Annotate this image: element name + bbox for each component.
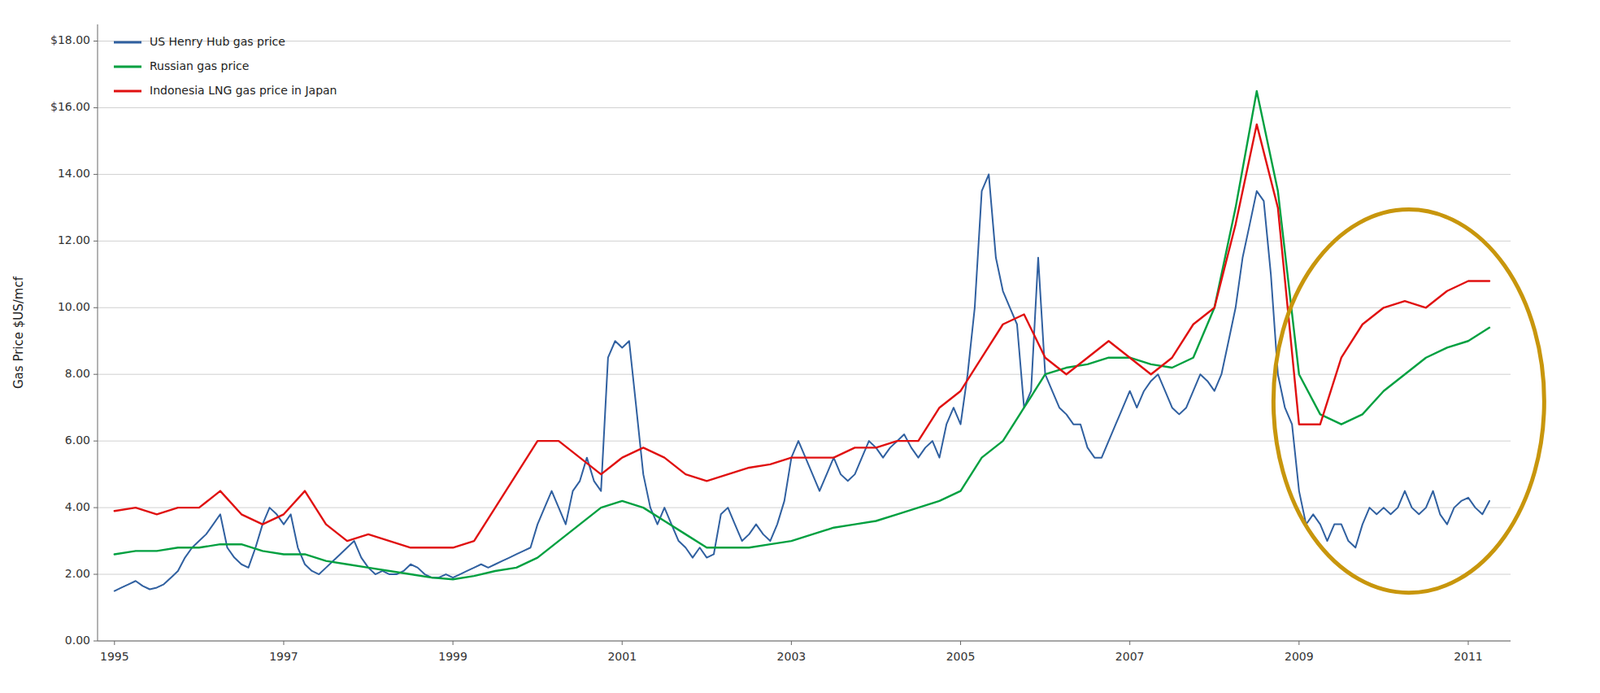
x-tick bbox=[1467, 640, 1469, 645]
x-tick bbox=[1129, 640, 1131, 645]
legend-label: Indonesia LNG gas price in Japan bbox=[149, 83, 338, 97]
chart: 0.00 2.00 4.00 6.00 8.00 10.00 12.00 14.00 $16.0… bbox=[0, 0, 1600, 693]
x-tick-label: 2007 bbox=[1115, 649, 1145, 663]
x-tick-label: 2005 bbox=[946, 649, 976, 663]
legend: US Henry Hub gas price Russian gas price I… bbox=[113, 34, 338, 97]
highlight-ellipse bbox=[1273, 209, 1544, 593]
grid bbox=[97, 40, 1511, 641]
legend-swatch bbox=[113, 41, 142, 44]
x-tick-label: 2003 bbox=[777, 649, 807, 663]
y-tick-label: $18.00 bbox=[50, 33, 91, 47]
y-tick-label: $16.00 bbox=[50, 100, 91, 114]
grid-line bbox=[97, 173, 1511, 175]
background bbox=[0, 0, 1600, 693]
y-tick bbox=[93, 173, 98, 175]
legend-label: US Henry Hub gas price bbox=[149, 34, 286, 48]
y-tick-label: 12.00 bbox=[57, 233, 91, 247]
y-tick bbox=[93, 373, 98, 375]
y-tick-label: 4.00 bbox=[65, 500, 91, 514]
x-tick bbox=[113, 640, 115, 645]
x-tick-label: 1997 bbox=[269, 649, 299, 663]
y-axis-label: Gas Price $US/mcf bbox=[11, 275, 27, 389]
grid-line bbox=[97, 640, 1511, 642]
y-tick-label: 6.00 bbox=[65, 433, 91, 447]
y-tick bbox=[93, 440, 98, 442]
y-tick-label: 14.00 bbox=[57, 166, 91, 180]
x-axis-line bbox=[97, 640, 1511, 642]
y-tick-label: 2.00 bbox=[65, 566, 91, 580]
axes: 0.00 2.00 4.00 6.00 8.00 10.00 12.00 14.00 $16.0… bbox=[50, 24, 1511, 663]
y-tick bbox=[93, 307, 98, 309]
x-tick bbox=[791, 640, 792, 645]
lines bbox=[114, 91, 1490, 592]
y-tick bbox=[93, 240, 98, 242]
grid-line bbox=[97, 440, 1511, 442]
x-tick-label: 1999 bbox=[438, 649, 468, 663]
y-tick bbox=[93, 507, 98, 509]
legend-label: Russian gas price bbox=[149, 59, 249, 73]
x-tick bbox=[621, 640, 623, 645]
y-tick bbox=[93, 640, 98, 642]
grid-line bbox=[97, 40, 1511, 42]
y-tick-label: 8.00 bbox=[65, 366, 91, 380]
x-tick-label: 2001 bbox=[607, 649, 637, 663]
y-tick bbox=[93, 40, 98, 42]
y-tick bbox=[93, 107, 98, 109]
y-axis-line bbox=[97, 24, 99, 641]
legend-swatch bbox=[113, 90, 142, 93]
x-tick-label: 2009 bbox=[1284, 649, 1314, 663]
grid-line bbox=[97, 107, 1511, 109]
x-tick bbox=[960, 640, 961, 645]
legend-swatch bbox=[113, 65, 142, 69]
x-tick bbox=[452, 640, 454, 645]
x-tick bbox=[282, 640, 284, 645]
grid-line bbox=[97, 573, 1511, 575]
y-tick bbox=[93, 573, 98, 575]
grid-line bbox=[97, 240, 1511, 242]
y-tick-label: 10.00 bbox=[57, 300, 91, 314]
x-tick bbox=[1298, 640, 1300, 645]
grid-line bbox=[97, 307, 1511, 309]
x-tick-label: 2011 bbox=[1453, 649, 1483, 663]
y-tick-label: 0.00 bbox=[65, 633, 91, 647]
x-tick-label: 1995 bbox=[100, 649, 130, 663]
